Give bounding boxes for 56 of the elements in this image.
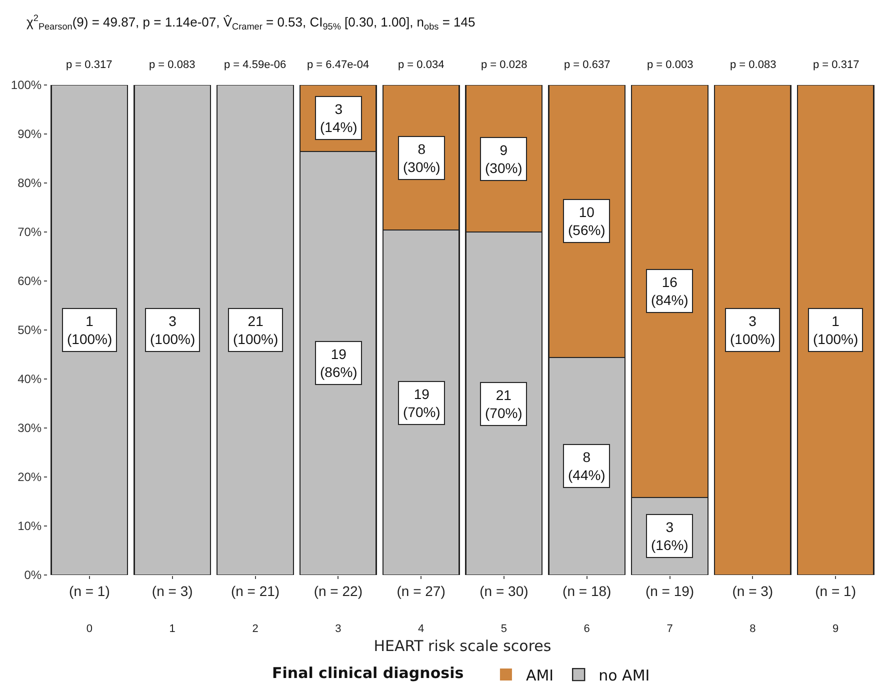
y-tick-label: 70%: [18, 225, 42, 240]
data-label: 3 (16%): [651, 519, 688, 554]
y-tick-label: 40%: [18, 372, 42, 386]
text: χ$^{2}$$_{Pearson}$(9) = 49.87, p = 1.14e-07, V̂$_{Cramer}$ = 0.53, CI$_{95%}$ [0.30, 1.00], n$_{obs}$ = 145: [26, 13, 476, 32]
annotation: p = 0.028: [481, 59, 528, 71]
annotation: p = 0.034: [398, 59, 444, 71]
category-label: (n = 22) 3: [314, 582, 362, 636]
x-axis-title: HEART risk scale scores: [374, 637, 552, 656]
annotation: p = 0.317: [66, 59, 112, 71]
data-label: 19 (70%): [403, 386, 440, 420]
data-label: 3 (100%): [730, 313, 776, 348]
data-label: 1 (100%): [67, 313, 112, 348]
category-label: (n = 21) 2: [230, 582, 280, 636]
annotation: p = 0.317: [813, 59, 860, 71]
data-label: 8 (30%): [403, 141, 440, 176]
category-label: (n = 30) 5: [480, 582, 528, 636]
legend-title: Final clinical diagnosis: [272, 664, 464, 682]
data-label: 9 (30%): [485, 142, 522, 176]
annotation: p = 0.083: [149, 59, 196, 71]
data-label: 3 (14%): [320, 101, 358, 136]
category-label: (n = 1) 0: [69, 582, 110, 636]
data-label: 19 (86%): [320, 346, 358, 380]
y-tick-label: 30%: [18, 421, 42, 436]
y-tick-label: 0%: [24, 568, 42, 582]
y-tick-label: 80%: [18, 176, 42, 190]
annotation: p = 6.47e-04: [307, 59, 370, 71]
data-label: 1 (100%): [813, 313, 858, 348]
bar: [796, 85, 874, 575]
category-label: (n = 3) 1: [152, 582, 193, 636]
category-label: (n = 1) 9: [815, 582, 856, 636]
bar: [216, 85, 294, 575]
annotation: p = 0.083: [730, 59, 776, 71]
data-label: 8 (44%): [568, 449, 606, 484]
data-label: 16 (84%): [651, 274, 688, 308]
data-label: 3 (100%): [150, 313, 196, 348]
annotation: p = 0.003: [647, 59, 694, 71]
bar: [714, 85, 792, 575]
data-label: 10 (56%): [568, 204, 606, 238]
bar: [50, 85, 128, 575]
data-label: 21 (100%): [233, 313, 278, 348]
legend-label: no AMI: [598, 666, 650, 684]
y-tick-label: 50%: [18, 323, 42, 338]
category-label: (n = 19) 7: [645, 582, 694, 636]
bar: [134, 85, 212, 575]
annotation: p = 4.59e-06: [224, 59, 286, 71]
category-label: (n = 3) 8: [732, 582, 774, 636]
y-tick-label: 10%: [18, 519, 42, 534]
category-label: (n = 27) 4: [396, 582, 446, 636]
category-label: (n = 18) 6: [562, 582, 612, 636]
legend-label: AMI: [526, 666, 554, 684]
y-tick-label: 60%: [18, 274, 42, 288]
y-tick-label: 100%: [10, 78, 42, 92]
y-tick-label: 90%: [18, 127, 42, 142]
y-tick-label: 20%: [18, 470, 42, 484]
data-label: 21 (70%): [485, 387, 522, 422]
annotation: p = 0.637: [564, 59, 610, 71]
